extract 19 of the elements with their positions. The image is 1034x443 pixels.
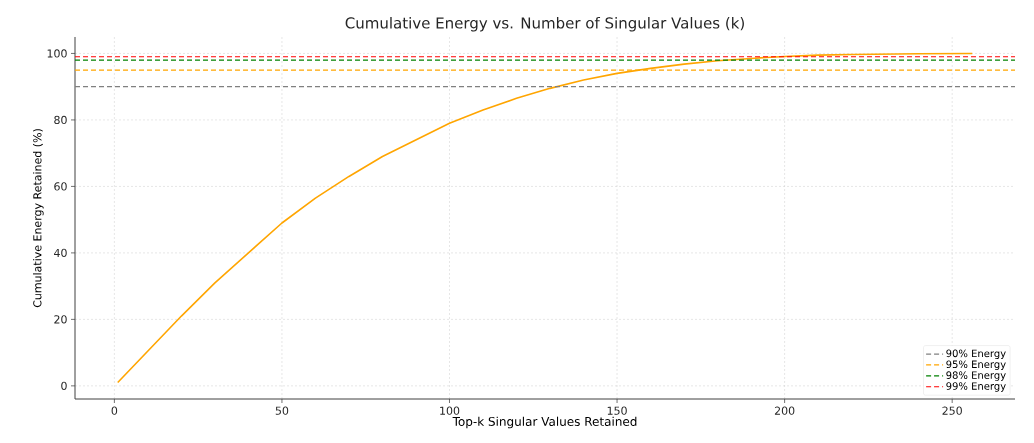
legend-label: 99% Energy	[946, 382, 1006, 392]
legend-label: 90% Energy	[946, 349, 1006, 360]
y-tick-label: 100	[47, 49, 67, 58]
y-axis-title: Cumulative Energy Retained (%)	[33, 129, 44, 308]
x-tick-label: 0	[111, 406, 118, 415]
chart-title: Cumulative Energy vs. Number of Singular Values (k)	[345, 16, 744, 32]
y-tick-label: 80	[54, 115, 67, 125]
x-tick-label: 250	[942, 406, 962, 415]
x-tick-label: 50	[275, 406, 289, 415]
y-tick-label: 0	[61, 381, 67, 391]
legend-label: 98% Energy	[946, 371, 1006, 381]
y-tick-label: 20	[54, 315, 67, 324]
x-axis-title: Top-k Singular Values Retained	[452, 416, 637, 429]
x-tick-label: 100	[440, 406, 460, 415]
legend-label: 95% Energy	[946, 360, 1006, 370]
y-tick-label: 60	[54, 182, 67, 191]
x-tick-label: 150	[607, 406, 627, 415]
y-tick-label: 40	[54, 248, 67, 258]
x-tick-label: 200	[774, 406, 795, 415]
